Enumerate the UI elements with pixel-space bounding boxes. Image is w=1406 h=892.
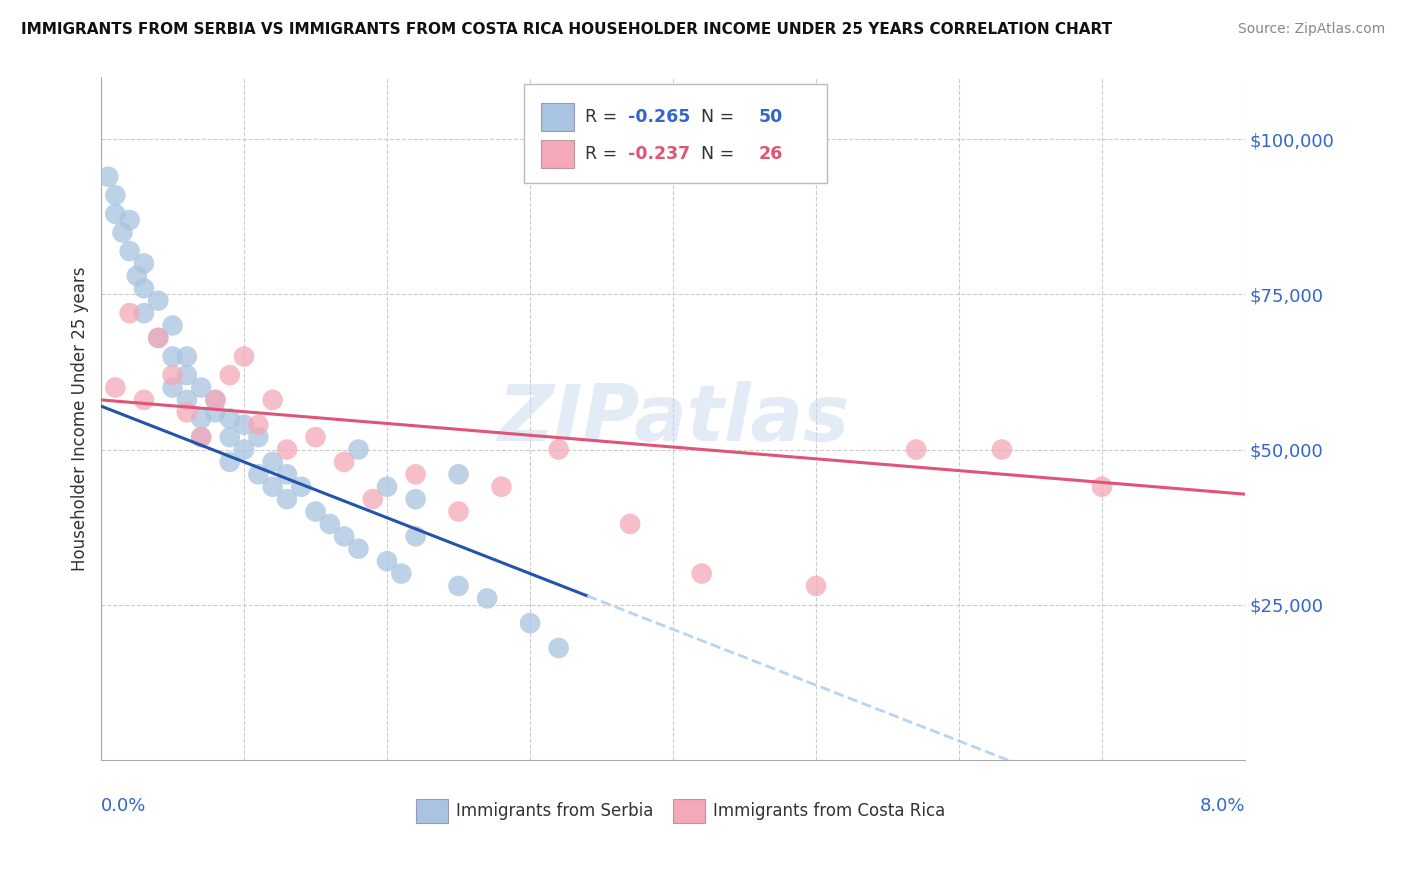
Point <box>176 405 198 419</box>
Point <box>262 455 284 469</box>
Point <box>218 368 240 383</box>
FancyBboxPatch shape <box>524 84 828 183</box>
Point <box>276 467 298 482</box>
Point <box>218 455 240 469</box>
Point <box>905 442 928 457</box>
Point <box>118 213 141 227</box>
Point <box>276 442 298 457</box>
Point <box>262 392 284 407</box>
Point <box>125 268 148 283</box>
Point <box>447 579 470 593</box>
Point <box>176 392 198 407</box>
Point <box>447 467 470 482</box>
Text: Immigrants from Costa Rica: Immigrants from Costa Rica <box>713 802 945 820</box>
Point <box>290 480 312 494</box>
Text: ZIPatlas: ZIPatlas <box>496 381 849 457</box>
Text: 50: 50 <box>759 108 783 126</box>
Point <box>162 318 184 333</box>
Point <box>162 380 184 394</box>
Point <box>347 541 370 556</box>
Text: 8.0%: 8.0% <box>1199 797 1246 815</box>
Point <box>104 207 127 221</box>
Point <box>347 442 370 457</box>
Point <box>204 392 226 407</box>
Point <box>176 368 198 383</box>
Point <box>190 380 212 394</box>
Point <box>491 480 513 494</box>
Point <box>247 430 270 444</box>
Point <box>218 411 240 425</box>
Point <box>176 350 198 364</box>
Point <box>361 492 384 507</box>
Point <box>233 417 256 432</box>
Point <box>333 529 356 543</box>
Point <box>190 411 212 425</box>
Bar <box>673 799 704 823</box>
Bar <box>541 140 574 169</box>
Point <box>375 554 398 568</box>
Point <box>104 188 127 202</box>
Text: 0.0%: 0.0% <box>101 797 146 815</box>
Point <box>190 430 212 444</box>
Point <box>276 492 298 507</box>
Point <box>132 281 155 295</box>
Point <box>148 293 170 308</box>
Point <box>804 579 827 593</box>
Point <box>104 380 127 394</box>
Point <box>519 616 541 631</box>
Text: -0.237: -0.237 <box>628 145 690 163</box>
Text: N =: N = <box>690 145 740 163</box>
Point <box>132 256 155 270</box>
Text: 26: 26 <box>759 145 783 163</box>
Point <box>148 331 170 345</box>
Point <box>547 640 569 655</box>
Point <box>118 306 141 320</box>
Point <box>375 480 398 494</box>
Text: IMMIGRANTS FROM SERBIA VS IMMIGRANTS FROM COSTA RICA HOUSEHOLDER INCOME UNDER 25: IMMIGRANTS FROM SERBIA VS IMMIGRANTS FRO… <box>21 22 1112 37</box>
Point <box>218 430 240 444</box>
Text: Source: ZipAtlas.com: Source: ZipAtlas.com <box>1237 22 1385 37</box>
Point <box>475 591 498 606</box>
Point <box>97 169 120 184</box>
Point <box>262 480 284 494</box>
Bar <box>541 103 574 131</box>
Point <box>405 529 427 543</box>
Point <box>405 492 427 507</box>
Point <box>148 331 170 345</box>
Point <box>1091 480 1114 494</box>
Bar <box>416 799 447 823</box>
Text: Immigrants from Serbia: Immigrants from Serbia <box>456 802 652 820</box>
Point <box>111 226 134 240</box>
Point <box>304 504 326 518</box>
Point <box>204 392 226 407</box>
Point <box>447 504 470 518</box>
Point <box>405 467 427 482</box>
Point <box>132 306 155 320</box>
Point <box>233 442 256 457</box>
Y-axis label: Householder Income Under 25 years: Householder Income Under 25 years <box>72 267 89 571</box>
Point <box>547 442 569 457</box>
Point <box>319 516 342 531</box>
Point <box>389 566 412 581</box>
Point <box>247 417 270 432</box>
Point <box>118 244 141 258</box>
Text: N =: N = <box>690 108 740 126</box>
Point <box>333 455 356 469</box>
Point <box>233 350 256 364</box>
Point <box>162 350 184 364</box>
Point <box>132 392 155 407</box>
Point <box>304 430 326 444</box>
Point <box>619 516 641 531</box>
Point <box>162 368 184 383</box>
Point <box>247 467 270 482</box>
Text: -0.265: -0.265 <box>628 108 690 126</box>
Point <box>690 566 713 581</box>
Point <box>991 442 1014 457</box>
Text: R =: R = <box>585 145 623 163</box>
Point <box>190 430 212 444</box>
Text: R =: R = <box>585 108 623 126</box>
Point <box>204 405 226 419</box>
